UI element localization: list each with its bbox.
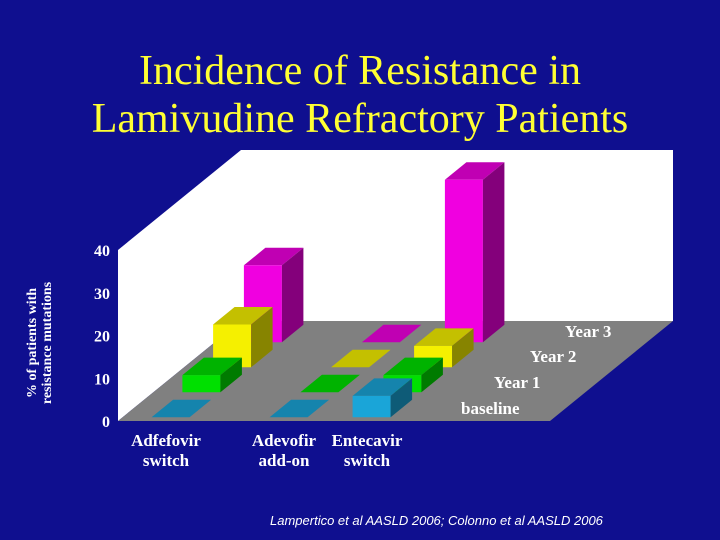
bar-front [213,324,252,368]
bar-top [182,357,242,376]
bar-top [213,307,273,325]
y-tick-label: 10 [94,371,110,388]
bar-top [269,399,330,418]
bar-side [251,307,273,368]
bar-top [444,162,505,180]
category-label: Adevofir [252,431,317,450]
y-tick-label: 40 [94,243,110,260]
y-tick-label: 30 [94,286,110,303]
y-tick-label: 20 [94,329,110,346]
chart-title-line-1: Incidence of Resistance in [139,48,581,94]
bar-year-1-2 [300,374,360,393]
series-label: Year 3 [565,322,611,341]
bar-baseline-1 [151,399,212,418]
series-label: baseline [461,399,520,418]
bar-top [151,399,212,418]
bar-front [444,179,483,343]
category-label: Adfefovir [131,431,201,450]
bar-top [383,357,443,376]
bar-baseline-3 [352,378,413,418]
y-tick-label: 0 [102,414,110,431]
bar-side [390,378,413,418]
bar-top [352,378,413,396]
bar-top [414,328,474,346]
bar-year-3-3 [444,162,505,343]
bar-side [482,162,505,343]
category-label: add-on [258,451,310,470]
side-wall [118,150,241,421]
chart-title-line-2: Lamivudine Refractory Patients [91,96,629,142]
bar-top [331,349,391,368]
bar-front [182,375,221,393]
bar-side [452,328,474,368]
series-label: Year 1 [494,373,540,392]
bar-side [220,357,242,393]
bar-year-3-2 [361,324,422,343]
bar-top [300,374,360,393]
bar-year-1-1 [182,357,242,393]
bar-front [352,395,391,418]
category-label: Entecavir [332,431,403,450]
bar-top [361,324,422,343]
series-label: Year 2 [530,347,576,366]
bar-year-2-2 [331,349,391,368]
source-citation: Lampertico et al AASLD 2006; Colonno et … [270,513,603,528]
bar-top [243,247,304,266]
bar-side [421,357,443,393]
category-label: switch [143,451,190,470]
bar-year-2-1 [213,307,273,368]
bar-baseline-2 [269,399,330,418]
bar-side [281,247,304,343]
category-label: switch [344,451,391,470]
